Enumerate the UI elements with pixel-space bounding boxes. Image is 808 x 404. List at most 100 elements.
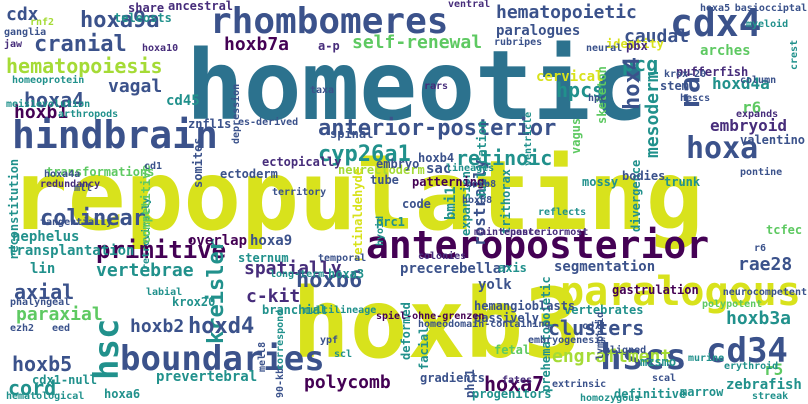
cloud-word: precerebellar [400,261,510,277]
cloud-word: hoxd4a [712,74,770,93]
cloud-word: es-derived [238,117,299,128]
cloud-word: hoxb6 [296,268,363,293]
cloud-word: prevertebral [156,369,258,385]
cloud-word: taxa [310,85,335,96]
cloud-word: segmentation [554,259,656,275]
cloud-word: hoxb2 [130,316,185,337]
cloud-word: cd45 [166,93,200,109]
cloud-word: hoxa10 [142,43,179,54]
cloud-word: ezh2 [10,323,35,334]
cloud-word: cd34 [706,331,788,371]
cloud-word: transformations [46,165,155,179]
cloud-word: streak [752,391,789,402]
cloud-word: scl [334,349,353,360]
cloud-word: evolution [36,99,91,110]
cloud-word: multilineage [304,305,377,316]
cloud-word: mossy [582,175,619,189]
cloud-word: somites [191,137,205,188]
cloud-word: vertebrae [96,260,194,281]
cloud-word: anteroposterior [366,223,710,267]
cloud-word: fetal [494,343,531,357]
cloud-word: phalyngeal [10,297,71,308]
cloud-word: r5 [764,360,784,379]
cloud-word: hescs [680,93,711,104]
cloud-word: colonies [418,251,467,262]
cloud-word: hsc [87,318,127,380]
cloud-word: share [128,1,165,15]
cloud-word: krox-20 [664,69,707,80]
cloud-word: rae28 [738,254,793,275]
cloud-word: colinear [40,206,146,231]
cloud-word: bmi1 [443,186,459,220]
cloud-word: pufferfish [676,65,749,79]
cloud-word: hscs [600,337,687,378]
cloud-word: ventral [448,0,491,10]
cloud-word: gastrulation [612,283,699,297]
cloud-word: hoxa7 [484,372,545,396]
cloud-word: vertebrates [564,303,644,317]
cloud-word: homeoprotein [12,75,85,86]
cloud-word: reflects [538,207,587,218]
cloud-word: spinal [330,127,374,141]
cloud-word: murine [688,353,725,364]
cloud-word: prc1 [376,215,405,229]
cloud-word: spatially [244,258,342,279]
cloud-word: rubripes [494,37,543,48]
cloud-word: jaw [4,39,23,50]
cloud-word: maintenance [474,227,541,238]
cloud-word: branchial [262,303,328,317]
cloud-word: teleosts [114,11,172,25]
cloud-word: column [740,75,777,86]
cloud-word: valentino [740,133,806,147]
cloud-word: engraftment [552,346,672,367]
cloud-word: homozygous [580,393,641,404]
cloud-word: long-term [270,269,325,280]
cloud-word: a-p [318,39,340,53]
cloud-word: hoxb3a [726,308,792,329]
cloud-word: territory [272,187,327,198]
cloud-word: arches [700,43,751,59]
cloud-word: yolk [478,277,512,293]
cloud-word: hematopoietic [496,2,637,23]
cloud-word: hoxa9 [250,233,293,249]
cloud-word: spiel-ohne-grenzen [376,311,485,322]
cloud-word: mzsmo [640,355,677,369]
cloud-word: rnf2 [30,17,55,28]
cloud-word: expands [736,109,779,120]
cloud-word: tangentially [40,217,113,228]
cloud-word: 90-kb [275,367,286,398]
cloud-word: sac [426,161,452,177]
cloud-word: hoxb8 [466,179,497,190]
cloud-word: caudal [624,26,690,47]
cloud-word: transplantation [8,243,135,259]
cloud-word: hoxa4a [44,169,81,180]
cloud-word: neural [586,43,623,54]
cloud-word: hoxd4 [188,314,255,339]
cloud-word: trithorax [499,168,513,234]
cloud-word: stem [660,79,689,93]
cloud-word: competitive [139,164,153,244]
cloud-word: hoxb3 [292,268,581,380]
cloud-word: vagus [569,117,583,154]
cloud-word: hoxa [686,131,759,166]
cloud-word: rars [424,81,449,92]
cloud-word: tube [370,173,399,187]
cloud-word: hoxb1 [14,102,69,123]
cloud-word: retinaldehyde [351,168,365,262]
cloud-word: lin [30,261,56,277]
cloud-word: cord [8,376,57,400]
cloud-word: clusters [548,316,645,340]
cloud-word: cranial [34,32,127,57]
cloud-word: hematological [6,391,85,402]
cloud-word: ypf [320,335,339,346]
cloud-word: pcg [622,52,659,76]
cloud-word: cd71 [582,321,607,332]
cloud-word: facial [417,326,431,370]
cloud-word: pontine [740,167,783,178]
cloud-word: axis [498,261,527,275]
cloud-word: patterning [412,175,485,189]
cloud-word: crest [789,39,800,70]
cloud-word: repopulating [10,140,704,252]
cloud-word: hyoid [375,215,386,246]
cloud-word: definitive [614,387,687,401]
